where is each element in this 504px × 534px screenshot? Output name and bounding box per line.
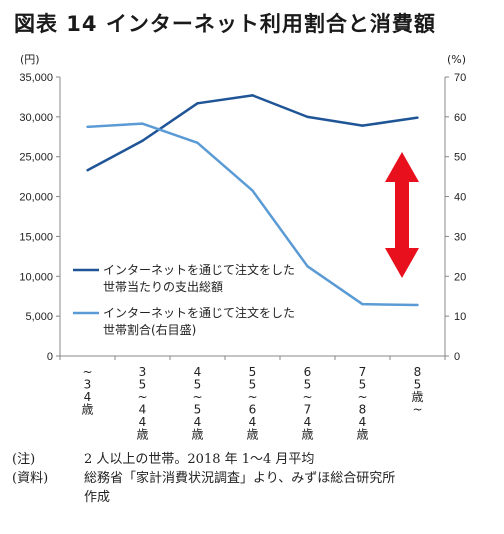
right-axis-unit: (%): [447, 53, 466, 66]
notes: (注) 2 人以上の世帯。2018 年 1～4 月平均 (資料) 総務省「家計消…: [12, 450, 395, 507]
x-tick-label: 6 5 ~7 4 歳: [301, 365, 313, 442]
left-axis-unit: (円): [20, 53, 40, 66]
right-tick-label: 50: [454, 152, 466, 164]
left-tick-label: 25,000: [19, 152, 53, 164]
note-text: 2 人以上の世帯。2018 年 1～4 月平均: [84, 452, 315, 467]
double-arrow-annotation: [385, 152, 419, 278]
legend-label: インターネットを通じて注文をした: [103, 262, 295, 277]
chart-title: 図表 14 インターネット利用割合と消費額: [14, 12, 436, 36]
source-label: (資料): [12, 471, 49, 486]
spending-line: [86, 94, 418, 172]
right-tick-label: 70: [454, 72, 466, 84]
legend-label: 世帯当たりの支出総額: [103, 280, 223, 294]
spending-point: [141, 139, 144, 142]
source-row: (資料) 総務省「家計消費状況調査」より、みずほ総合研究所: [12, 469, 395, 488]
spending-point: [251, 94, 254, 97]
left-tick-label: 15,000: [19, 231, 53, 243]
x-tick-label: 5 5 ~6 4 歳: [246, 365, 258, 442]
left-tick-label: 10,000: [19, 271, 53, 283]
spending-point: [306, 115, 309, 119]
spending-point: [86, 169, 89, 172]
share-point: [196, 141, 199, 144]
source-text-continued: 作成: [84, 490, 111, 505]
share-point: [361, 302, 364, 306]
spending-point: [196, 102, 199, 105]
left-tick-label: 0: [47, 351, 53, 363]
right-tick-label: 30: [454, 231, 466, 243]
source-text: 総務省「家計消費状況調査」より、みずほ総合研究所: [84, 471, 396, 486]
share-point: [86, 125, 89, 129]
note-row: (注) 2 人以上の世帯。2018 年 1～4 月平均: [12, 450, 395, 469]
share-point: [306, 265, 309, 268]
x-tick-label: 4 5 ~5 4 歳: [191, 365, 203, 442]
share-point: [141, 122, 144, 125]
share-line: [87, 122, 418, 307]
share-point: [251, 189, 254, 192]
x-tick-label: ~3 4 歳: [81, 365, 93, 417]
right-tick-label: 40: [454, 192, 466, 204]
x-tick-label: 8 5 歳~: [411, 365, 423, 417]
right-tick-label: 10: [454, 311, 466, 323]
right-tick-label: 0: [454, 351, 460, 363]
right-tick-label: 60: [454, 112, 466, 124]
x-tick-label: 3 5 ~4 4 歳: [136, 365, 148, 442]
left-tick-label: 30,000: [19, 112, 53, 124]
right-tick-label: 20: [454, 271, 466, 283]
note-label: (注): [12, 452, 36, 467]
left-tick-label: 20,000: [19, 192, 53, 204]
legend-label: インターネットを通じて注文をした: [103, 305, 295, 320]
left-tick-label: 35,000: [19, 72, 53, 84]
line-chart: 0 5,000 10,000 15,000 20,000 25,000 30,000 35,0…: [19, 53, 466, 442]
spending-point: [416, 116, 419, 119]
legend-label: 世帯割合(右目盛): [103, 322, 196, 337]
x-tick-label: 7 5 ~8 4 歳: [356, 365, 368, 442]
left-tick-label: 5,000: [25, 311, 53, 323]
share-point: [416, 303, 419, 307]
spending-point: [361, 124, 364, 127]
